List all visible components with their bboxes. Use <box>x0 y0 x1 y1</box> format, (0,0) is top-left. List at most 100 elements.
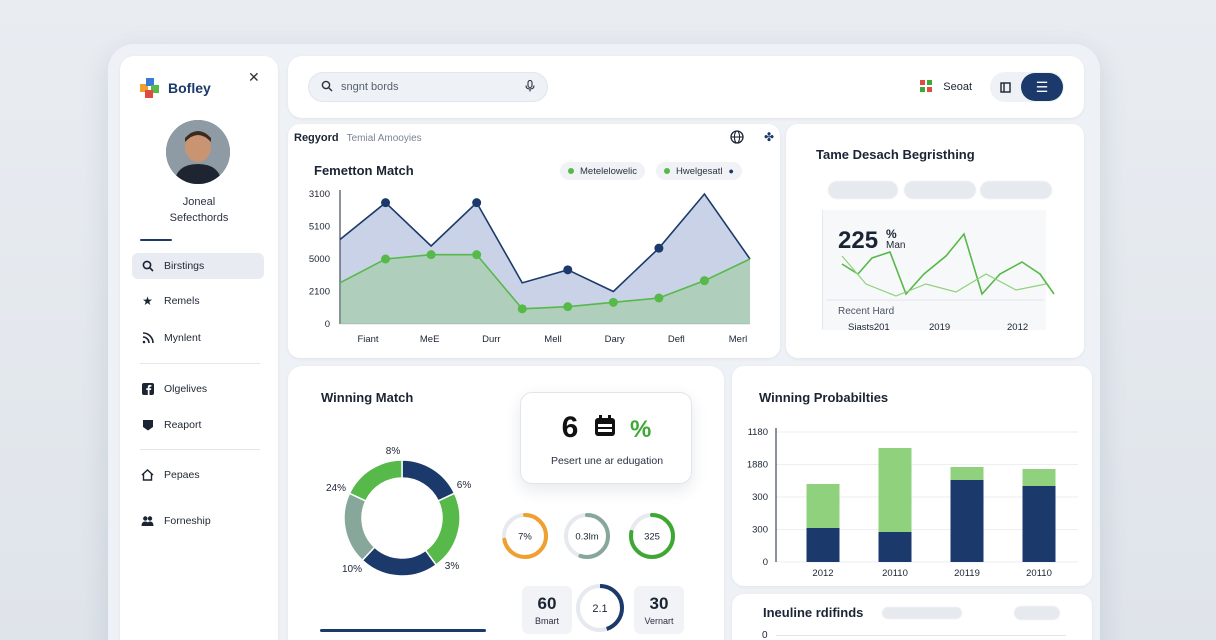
winning-match-title: Winning Match <box>321 390 414 405</box>
series-area <box>340 254 750 324</box>
stat-percent: % <box>630 416 653 443</box>
search-icon <box>321 80 333 95</box>
legend-item[interactable]: Metelelowelic <box>560 162 646 180</box>
data-point <box>381 198 391 208</box>
donut-label: 8% <box>386 446 401 457</box>
line-chart: 3100 5100 5000 2100 0 Fiant MeE Durr Mell Dary Def… <box>309 189 751 345</box>
bottom-panel-title: Ineuline rdifinds <box>763 605 864 620</box>
sidebar-item-reaport[interactable]: Reaport <box>132 412 264 438</box>
trend-panel: Tame Desach Begristhing 225 % Man Recent… <box>786 124 1084 358</box>
y-axis-tick: 1180 <box>748 427 768 438</box>
user-second-line: Sefecthords <box>169 212 229 224</box>
grid-view-button[interactable] <box>991 73 1019 101</box>
blurred-chip <box>1014 606 1060 620</box>
donut-slice <box>348 459 403 502</box>
search-icon <box>141 260 154 273</box>
y-axis-tick: 1880 <box>747 460 768 471</box>
clover-icon[interactable]: ✤ <box>764 130 775 144</box>
legend-label: Hwelgesatl <box>676 165 723 177</box>
series-area <box>340 194 750 324</box>
trend-caption: Recent Hard <box>838 306 895 317</box>
microphone-icon[interactable] <box>525 79 535 95</box>
data-point <box>563 265 573 275</box>
user-name: Joneal Sefecthords <box>120 194 278 226</box>
sidebar-item-label: Mynlent <box>164 332 201 344</box>
brand[interactable]: Bofley <box>140 78 211 98</box>
bar-segment <box>878 448 912 532</box>
data-point <box>517 304 527 314</box>
top-right-controls: Seoat ☰ <box>919 72 1064 102</box>
data-point <box>426 250 436 260</box>
sidebar-item-forneship[interactable]: Forneship <box>132 508 264 534</box>
mini-stat[interactable]: 60 Bmart <box>522 586 572 634</box>
stat-caption: Pesert une ar edugation <box>550 455 664 467</box>
home-icon <box>141 469 154 482</box>
tab-secondary[interactable]: Temial Amooyies <box>346 132 422 144</box>
stat-card[interactable]: 6 % Pesert une ar edugation <box>520 392 692 484</box>
user-photo <box>166 120 230 184</box>
sidebar: Bofley ✕ Joneal Sefecthords Birstings ★ … <box>120 56 278 640</box>
data-point <box>472 250 482 260</box>
data-point <box>608 297 618 307</box>
user-label[interactable]: Seoat <box>943 81 972 93</box>
bar-chart: 1180 1880 300 300 0 2012 20110 20119 20110 <box>747 427 1078 579</box>
progress-ring <box>629 513 675 559</box>
mini-stat-label: Vernart <box>644 616 674 626</box>
logo-icon <box>140 78 159 98</box>
stat-number: 6 <box>561 411 580 444</box>
sidebar-item-pepaes[interactable]: Pepaes <box>132 462 264 488</box>
blurred-chip <box>882 607 962 619</box>
donut-label: 24% <box>326 483 346 494</box>
tab-active[interactable]: Regyord <box>294 132 339 144</box>
trend-x-label: Siasts201 <box>848 322 890 333</box>
close-icon[interactable]: ✕ <box>248 69 260 85</box>
data-point <box>381 254 391 264</box>
legend-swatch <box>664 168 670 174</box>
bar-segment <box>1022 469 1056 486</box>
winning-probabilities-panel: Winning Probabilties 1180 1880 300 300 0 2012… <box>732 366 1092 586</box>
bar-segment <box>806 528 840 562</box>
y-axis-tick: 3100 <box>309 189 330 200</box>
brand-name: Bofley <box>168 80 211 96</box>
flag-icon[interactable] <box>919 79 933 96</box>
avatar[interactable] <box>166 120 230 184</box>
x-axis-tick: Durr <box>482 334 500 345</box>
x-axis-tick: 2012 <box>812 568 833 579</box>
search-input[interactable]: sngnt bords <box>308 72 548 102</box>
legend-item[interactable]: Hwelgesatl ● <box>656 162 742 180</box>
x-axis-tick: 20110 <box>1026 568 1052 579</box>
data-point <box>654 293 664 303</box>
sidebar-item-label: Birstings <box>164 260 205 272</box>
sidebar-item-mynlent[interactable]: Mynlent <box>132 325 264 351</box>
progress-ring-label: 7% <box>518 532 532 543</box>
info-icon: ● <box>728 166 734 176</box>
bar-segment <box>806 484 840 528</box>
line-chart-title: Femetton Match <box>314 163 414 178</box>
donut-label: 6% <box>457 480 472 491</box>
line-chart-panel: Regyord Temial Amooyies ✤ Femetton Match… <box>288 124 780 358</box>
menu-button[interactable]: ☰ <box>1021 73 1063 101</box>
series-line <box>339 253 751 310</box>
legend-label: Metelelowelic <box>580 165 638 177</box>
blurred-chip <box>980 181 1052 199</box>
progress-ring-label: 0.3lm <box>575 532 598 543</box>
bar-segment <box>878 532 912 562</box>
tag-icon <box>141 419 154 432</box>
trend-title: Tame Desach Begristhing <box>816 147 975 162</box>
donut-label: 3% <box>445 561 460 572</box>
trend-value-pct: % <box>886 227 897 241</box>
bottom-panel: Ineuline rdifinds 0 <box>732 594 1092 640</box>
x-axis-tick: Mell <box>544 334 561 345</box>
data-point <box>699 276 709 286</box>
sidebar-item-birstings[interactable]: Birstings <box>132 253 264 279</box>
mini-stat[interactable]: 30 Vernart <box>634 586 684 634</box>
x-axis-tick: Dary <box>605 334 625 345</box>
sidebar-item-olgelives[interactable]: Olgelives <box>132 376 264 402</box>
progress-ring <box>576 584 624 632</box>
sidebar-item-remels[interactable]: ★ Remels <box>132 288 264 314</box>
data-point <box>472 198 482 208</box>
globe-icon[interactable] <box>730 130 744 147</box>
progress-rings: 7% 0.3lm 325 2.1 <box>502 513 675 632</box>
winning-match-panel: Winning Match 8% 6% 3% 10% 24% 6 % Pesert un… <box>288 366 724 640</box>
series-line <box>339 192 751 293</box>
